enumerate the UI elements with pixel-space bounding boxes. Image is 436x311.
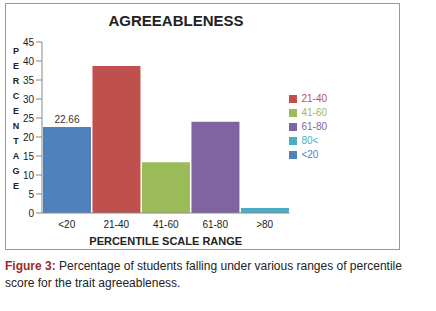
svg-text:>80: >80 bbox=[256, 219, 273, 230]
html-text:C: C bbox=[12, 91, 20, 101]
svg-text:25: 25 bbox=[23, 113, 35, 124]
html-text:E: E bbox=[13, 106, 19, 116]
html-text:G: G bbox=[12, 166, 20, 176]
svg-text:22.66: 22.66 bbox=[54, 114, 79, 125]
html-text:T: T bbox=[13, 136, 19, 146]
html-text:<20: <20 bbox=[301, 148, 319, 160]
html-text:41-60: 41-60 bbox=[301, 106, 327, 118]
svg-text:15: 15 bbox=[23, 151, 35, 162]
svg-text:0: 0 bbox=[28, 208, 34, 219]
html-text:E: E bbox=[13, 61, 19, 71]
svg-text:45: 45 bbox=[23, 37, 35, 48]
svg-text:40: 40 bbox=[23, 56, 35, 67]
html-text:P: P bbox=[13, 46, 19, 56]
svg-text:21-40: 21-40 bbox=[103, 219, 129, 230]
html-text:Figure 3: Percentage of studen: Figure 3: Percentage of students falling… bbox=[5, 259, 402, 290]
svg-text:35: 35 bbox=[23, 75, 35, 86]
html-text:AGREEABLENESS: AGREEABLENESS bbox=[108, 12, 244, 29]
svg-text:61-80: 61-80 bbox=[202, 219, 228, 230]
svg-text:<20: <20 bbox=[58, 219, 75, 230]
svg-text:30: 30 bbox=[23, 94, 35, 105]
html-text:A: A bbox=[12, 151, 20, 161]
html-text:N: N bbox=[12, 121, 20, 131]
html-text:E: E bbox=[13, 181, 19, 191]
svg-text:5: 5 bbox=[28, 189, 34, 200]
svg-text:41-60: 41-60 bbox=[153, 219, 179, 230]
html-text:80<: 80< bbox=[301, 134, 319, 146]
html-text:21-40: 21-40 bbox=[301, 92, 327, 104]
html-text:61-80: 61-80 bbox=[301, 120, 327, 132]
svg-text:PERCENTILE SCALE RANGE: PERCENTILE SCALE RANGE bbox=[89, 235, 242, 247]
svg-text:10: 10 bbox=[23, 170, 35, 181]
svg-text:20: 20 bbox=[23, 132, 35, 143]
html-text:R: R bbox=[12, 76, 20, 86]
